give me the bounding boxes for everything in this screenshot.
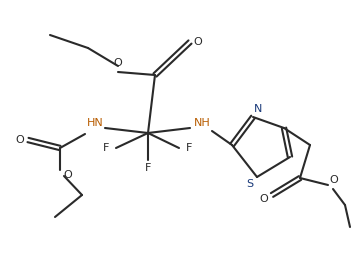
Text: NH: NH: [194, 118, 210, 128]
Text: O: O: [259, 194, 268, 204]
Text: F: F: [145, 163, 151, 173]
Text: F: F: [103, 143, 109, 153]
Text: O: O: [194, 37, 202, 47]
Text: S: S: [246, 179, 253, 189]
Text: HN: HN: [87, 118, 103, 128]
Text: O: O: [330, 175, 338, 185]
Text: F: F: [186, 143, 192, 153]
Text: O: O: [16, 135, 24, 145]
Text: O: O: [64, 170, 72, 180]
Text: O: O: [114, 58, 122, 68]
Text: N: N: [254, 104, 262, 114]
